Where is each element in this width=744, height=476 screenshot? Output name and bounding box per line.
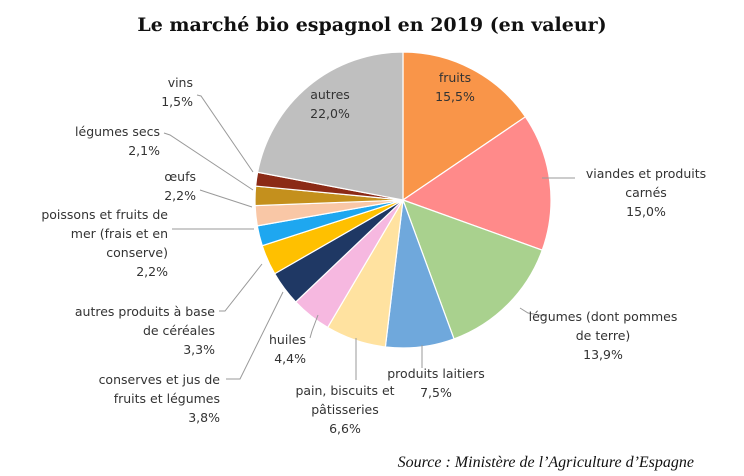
- slice-label: autres 22,0%: [310, 87, 350, 121]
- pie-slice: [256, 51, 404, 201]
- slice-label: viandes et produits carnés 15,0%: [586, 166, 706, 219]
- slice-label: produits laitiers 7,5%: [387, 366, 485, 400]
- pie-slice: [401, 115, 552, 251]
- slice-label: pain, biscuits et pâtisseries 6,6%: [295, 383, 394, 436]
- slice-label: fruits 15,5%: [435, 70, 475, 104]
- leader-line: [196, 94, 254, 173]
- slice-label: vins 1,5%: [161, 75, 193, 109]
- slice-label: autres produits à base de céréales 3,3%: [75, 304, 215, 357]
- pie-slices: [254, 51, 552, 349]
- leader-line: [226, 291, 284, 380]
- leader-line: [519, 307, 546, 317]
- slice-label: œufs 2,2%: [164, 169, 196, 203]
- leader-line: [219, 263, 263, 312]
- slice-labels: fruits 15,5% viandes et produits carnés 15,0…: [41, 70, 706, 436]
- leader-line: [163, 132, 254, 191]
- source-note: Source : Ministère de l’Agriculture d’Es…: [398, 454, 694, 471]
- slice-label: légumes (dont pommes de terre) 13,9%: [529, 309, 678, 362]
- leader-line: [199, 189, 253, 208]
- slice-label: huiles 4,4%: [269, 332, 306, 366]
- pie-slice: [401, 199, 544, 340]
- leader-line: [309, 314, 319, 339]
- slice-label: poissons et fruits de mer (frais et en con…: [41, 207, 168, 279]
- pie-slice: [402, 51, 527, 202]
- chart-title: Le marché bio espagnol en 2019 (en valeu…: [137, 14, 606, 36]
- leader-lines: [163, 94, 575, 380]
- slice-label: conserves et jus de fruits et légumes 3,8%: [99, 372, 221, 425]
- slice-label: légumes secs 2,1%: [75, 124, 160, 158]
